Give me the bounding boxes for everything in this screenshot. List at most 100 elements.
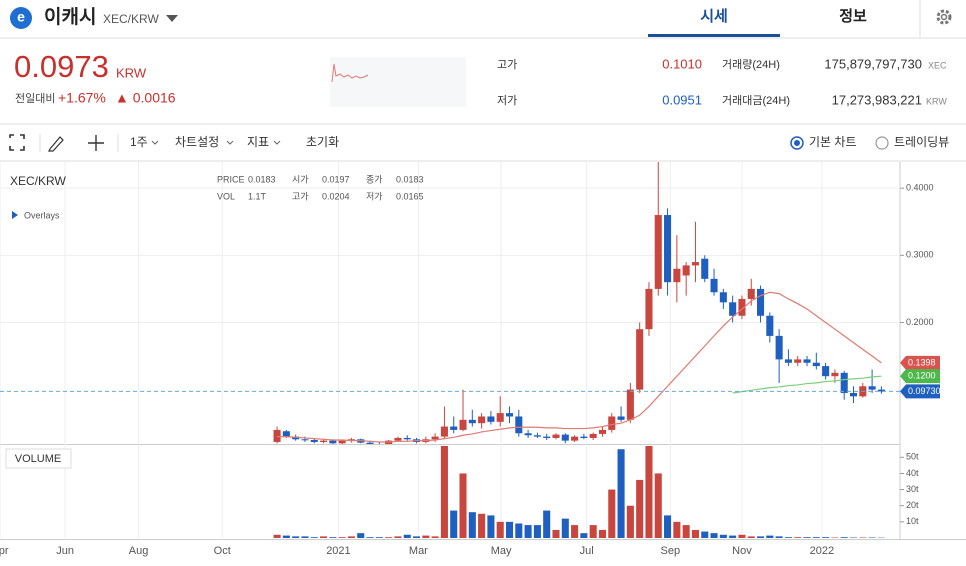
volume-bar xyxy=(775,536,783,538)
x-tick-label: Oct xyxy=(214,545,231,557)
tab[interactable]: 시세 xyxy=(700,8,728,25)
volume-bar xyxy=(812,537,820,538)
volume-bar xyxy=(710,533,718,538)
candle-body xyxy=(403,437,411,440)
candle-body xyxy=(868,386,876,390)
volume-bar xyxy=(431,536,439,538)
indicators-button[interactable]: 지표 xyxy=(247,135,269,149)
radio-selected[interactable] xyxy=(790,136,804,150)
volume-bar xyxy=(589,525,597,538)
volume-bar xyxy=(691,529,699,538)
tab[interactable]: 정보 xyxy=(839,7,867,25)
legend-value: 0.0204 xyxy=(322,191,350,201)
volume-bar xyxy=(496,521,504,538)
overlay-arrow[interactable] xyxy=(12,211,18,219)
candle-body xyxy=(664,215,672,283)
volume-bar xyxy=(682,525,690,538)
candle-body xyxy=(757,288,765,316)
volume-bar xyxy=(468,512,476,538)
volume-bar xyxy=(729,535,737,538)
candle-body xyxy=(840,372,848,393)
candle-body xyxy=(459,419,467,430)
radio-label[interactable]: 트레이딩뷰 xyxy=(894,135,949,149)
chart-title: XEC/KRW xyxy=(10,174,66,188)
moving-average xyxy=(732,375,882,394)
stat-value: 0.1010 xyxy=(662,56,702,71)
x-tick-label: May xyxy=(491,545,512,557)
volume-bar xyxy=(766,535,774,538)
overlays-toggle[interactable]: Overlays xyxy=(24,210,60,220)
price-tag xyxy=(900,355,940,370)
volume-bar xyxy=(561,518,569,538)
pen-icon[interactable] xyxy=(48,136,64,152)
volume-bar xyxy=(533,525,541,538)
candle-body xyxy=(394,437,402,441)
candle-body xyxy=(849,392,858,397)
candle-body xyxy=(691,262,699,266)
volume-bar xyxy=(617,449,625,538)
volume-bar xyxy=(784,537,792,538)
volume-bar xyxy=(794,537,802,538)
volume-bar xyxy=(450,510,458,538)
stat-label: 거래량(24H) xyxy=(722,58,780,71)
volume-bar xyxy=(608,489,616,538)
coin-pair: XEC/KRW xyxy=(103,12,159,26)
stat-unit: KRW xyxy=(926,96,947,106)
volume-bar xyxy=(505,521,514,538)
candle-body xyxy=(533,435,541,437)
x-tick-label: Apr xyxy=(0,545,9,557)
volume-bar xyxy=(375,537,383,538)
candle-body xyxy=(301,439,309,441)
legend-value: 0.0183 xyxy=(396,174,424,184)
stat-unit: XEC xyxy=(928,60,947,70)
logo-letter: e xyxy=(17,9,25,25)
candle-body xyxy=(338,440,346,444)
candle-body xyxy=(636,329,644,390)
volume-bar xyxy=(571,525,579,538)
price-unit: KRW xyxy=(116,65,147,80)
radio-label[interactable]: 기본 차트 xyxy=(809,135,857,149)
settings-button[interactable]: 차트설정 xyxy=(175,135,219,149)
candle-body xyxy=(543,436,551,438)
candle-body xyxy=(803,359,811,363)
x-tick-label: Jul xyxy=(580,545,594,557)
y-tick-label: 0.2000 xyxy=(906,317,934,327)
volume-bar xyxy=(478,513,486,538)
candle-body xyxy=(877,389,885,392)
candle-body xyxy=(701,258,709,279)
crosshair-icon[interactable] xyxy=(88,135,104,151)
candle-body xyxy=(598,429,607,434)
volume-bar xyxy=(366,537,374,538)
candle-body xyxy=(738,298,746,316)
reset-button[interactable]: 초기화 xyxy=(306,135,339,149)
volume-bar xyxy=(338,537,346,538)
fullscreen-icon[interactable] xyxy=(9,134,25,151)
candle-body xyxy=(440,426,448,437)
interval-button[interactable]: 1주 xyxy=(130,135,148,149)
stat-label: 저가 xyxy=(497,94,517,107)
volume-bar xyxy=(543,510,551,538)
volume-bar xyxy=(636,479,644,538)
candle-body xyxy=(431,436,439,440)
volume-bar xyxy=(347,536,355,538)
legend-value: 0.0197 xyxy=(322,174,350,184)
volume-bar xyxy=(310,537,318,538)
settings-icon[interactable] xyxy=(936,9,952,25)
candle-body xyxy=(812,362,820,367)
radio[interactable] xyxy=(875,136,889,150)
candle-body xyxy=(487,416,495,422)
x-tick-label: Sep xyxy=(661,545,681,557)
legend-label: 종가 xyxy=(366,174,383,184)
dropdown-arrow[interactable] xyxy=(166,15,178,22)
volume-bar xyxy=(440,446,448,538)
candle-body xyxy=(273,429,281,442)
candle-body xyxy=(292,436,300,440)
x-tick-label: 2021 xyxy=(326,545,350,557)
volume-bar xyxy=(738,534,746,538)
candle-body xyxy=(617,416,625,420)
candle-body xyxy=(729,302,737,316)
price-tag-label: 0.1200 xyxy=(908,371,936,381)
volume-bar xyxy=(320,536,328,538)
volume-bar xyxy=(840,537,848,538)
